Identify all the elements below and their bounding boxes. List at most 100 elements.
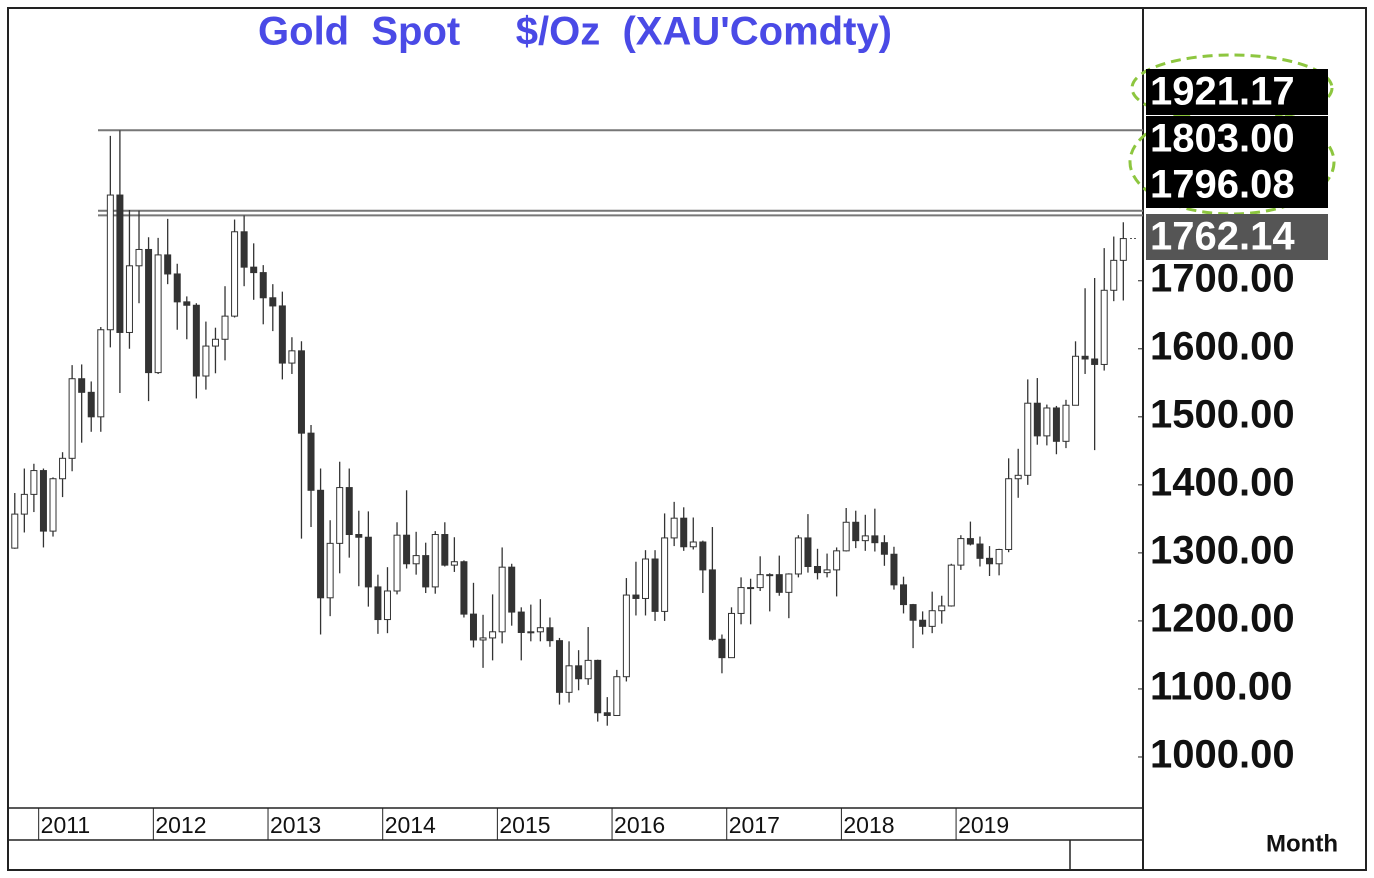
candle-body: [1005, 478, 1013, 550]
candle-body: [651, 558, 659, 612]
candle-body: [288, 350, 296, 364]
x-tick-label: 2017: [729, 812, 780, 838]
candle-body: [11, 513, 19, 549]
candle-body: [890, 553, 898, 586]
y-tick-label: 1400.00: [1150, 460, 1295, 504]
x-tick-label: 2018: [843, 812, 894, 838]
candle-body: [78, 378, 86, 393]
period-label: Month: [1266, 830, 1338, 857]
candle-body: [1052, 407, 1060, 442]
candle-body: [823, 569, 831, 574]
candle-body: [422, 555, 430, 588]
candle-body: [469, 613, 477, 641]
candle-body: [785, 573, 793, 593]
candle-body: [269, 297, 277, 307]
candle-body: [106, 194, 114, 331]
price-label-box: [1146, 69, 1328, 115]
candle-body: [297, 350, 305, 434]
candle-body: [670, 517, 678, 539]
candle-body: [708, 569, 716, 640]
y-tick-label: 1100.00: [1150, 665, 1292, 709]
candle-body: [747, 587, 755, 590]
candle-body: [441, 534, 449, 566]
x-tick-label: 2019: [958, 812, 1009, 838]
candle-body: [1081, 355, 1089, 360]
candle-body: [202, 345, 210, 377]
candle-body: [852, 521, 860, 542]
candle-body: [794, 537, 802, 575]
candle-body: [403, 534, 411, 565]
candle-body: [1033, 402, 1041, 437]
chart-title: Gold Spot $/Oz (XAU'Comdty): [258, 10, 892, 54]
candle-body: [737, 587, 745, 614]
candle-body: [125, 265, 133, 333]
candle-body: [412, 555, 420, 565]
y-tick-label: 1000.00: [1150, 733, 1295, 777]
price-label: 1921.17: [1150, 70, 1295, 114]
candle-body: [880, 542, 888, 555]
frame: [7, 7, 1367, 871]
x-tick-label: 2015: [499, 812, 550, 838]
candle-body: [928, 610, 936, 627]
candle-body: [211, 338, 219, 347]
candle-body: [97, 329, 105, 418]
candle-body: [603, 712, 611, 716]
candle-body: [1091, 358, 1099, 365]
candle-body: [995, 548, 1003, 565]
candle-body: [756, 574, 764, 589]
candle-body: [1119, 238, 1127, 261]
candle-body: [728, 612, 736, 659]
y-tick-label: 1600.00: [1150, 324, 1295, 368]
candle-body: [145, 248, 153, 374]
candle-body: [986, 557, 994, 565]
candle-body: [575, 665, 583, 680]
candle-body: [116, 194, 124, 333]
candle-body: [135, 248, 143, 267]
candle-body: [546, 627, 554, 642]
candle-body: [871, 535, 879, 544]
candle-body: [613, 676, 621, 716]
candle-body: [1014, 474, 1022, 480]
candle-body: [976, 543, 984, 559]
candle-body: [804, 537, 812, 567]
candle-body: [1062, 404, 1070, 442]
candle-body: [307, 432, 315, 491]
candle-body: [383, 590, 391, 621]
candle-body: [555, 640, 563, 693]
candle-body: [900, 584, 908, 606]
candle-body: [718, 638, 726, 659]
candle-body: [489, 631, 497, 639]
candle-body: [231, 231, 239, 317]
candle-body: [336, 487, 344, 544]
candle-body: [317, 489, 325, 599]
candle-body: [1024, 402, 1032, 476]
candle-body: [527, 631, 535, 634]
candle-body: [479, 637, 487, 641]
candle-body: [20, 493, 28, 515]
x-tick-label: 2013: [270, 812, 321, 838]
candle-body: [374, 586, 382, 621]
candle-body: [517, 611, 525, 633]
candle-body: [498, 566, 506, 633]
candle-body: [1072, 355, 1080, 406]
candle-body: [632, 594, 640, 599]
candle-body: [947, 564, 955, 607]
y-tick-label: 1300.00: [1150, 528, 1295, 572]
candle-body: [460, 561, 468, 615]
price-label: 1796.08: [1150, 163, 1295, 207]
candle-body: [30, 470, 38, 495]
candle-body: [699, 541, 707, 571]
candle-body: [183, 301, 191, 306]
candle-body: [909, 604, 917, 621]
candle-body: [842, 521, 850, 552]
candle-body: [938, 605, 946, 612]
candle-body: [326, 542, 334, 599]
candle-body: [393, 534, 401, 592]
candle-body: [680, 517, 688, 548]
x-tick-label: 2011: [41, 812, 90, 838]
candle-body: [364, 536, 372, 588]
candle-body: [278, 305, 286, 364]
candle-body: [1110, 259, 1118, 291]
candle-body: [68, 378, 76, 459]
